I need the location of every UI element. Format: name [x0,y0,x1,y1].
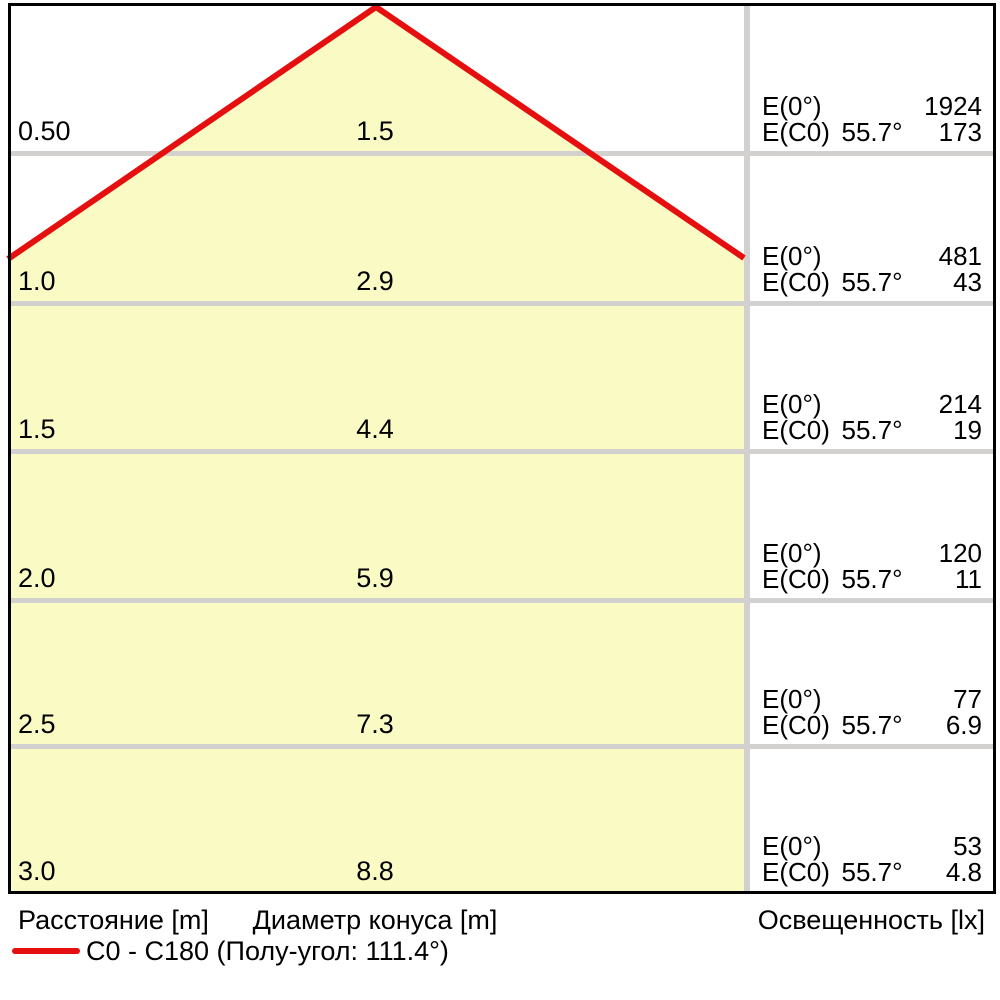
angle-value: 55.7° [841,117,903,147]
diameter-label: 2.9 [356,266,394,296]
e0-label: E(0°) [762,91,822,121]
ec0-label: E(C0) [762,415,830,445]
diameter-label: 4.4 [356,414,394,444]
legend-label: C0 - C180 (Полу-угол: 111.4°) [86,936,449,966]
e0-label: E(0°) [762,241,822,271]
e0-value: 77 [953,684,982,714]
distance-label: 2.0 [18,563,56,593]
diameter-label: 7.3 [356,709,394,739]
x-axis-label-distance: Расстояние [m] [18,905,209,935]
ec0-value: 173 [938,117,982,147]
x-axis-label-diameter: Диаметр конуса [m] [252,905,498,935]
distance-label: 0.50 [18,116,71,146]
ec0-label: E(C0) [762,117,830,147]
border-top [8,3,996,6]
e0-value: 481 [938,241,982,271]
angle-value: 55.7° [841,857,903,887]
distance-label: 1.0 [18,266,56,296]
e0-label: E(0°) [762,831,822,861]
distance-label: 2.5 [18,709,56,739]
ec0-value: 11 [955,564,982,594]
ec0-label: E(C0) [762,267,830,297]
panel-divider [744,4,750,893]
e0-value: 120 [938,538,982,568]
e0-label: E(0°) [762,389,822,419]
e0-label: E(0°) [762,538,822,568]
border-bottom [8,891,996,894]
row-divider-line [8,151,996,156]
legend-line-swatch [12,948,80,954]
distance-label: 1.5 [18,414,56,444]
row-divider-line [8,449,996,454]
distance-label: 3.0 [18,856,56,886]
row-divider-line [8,301,996,306]
border-left [8,3,11,894]
row-divider-line [8,598,996,603]
ec0-value: 4.8 [945,857,982,887]
diameter-label: 8.8 [356,856,394,886]
ec0-label: E(C0) [762,710,830,740]
ec0-value: 6.9 [945,710,982,740]
e0-value: 1924 [924,91,982,121]
x-axis-label-illuminance: Освещенность [lx] [757,905,985,935]
ec0-value: 19 [953,415,982,445]
ec0-label: E(C0) [762,564,830,594]
angle-value: 55.7° [841,267,903,297]
e0-label: E(0°) [762,684,822,714]
e0-value: 214 [938,389,982,419]
angle-value: 55.7° [841,415,903,445]
angle-value: 55.7° [841,564,903,594]
angle-value: 55.7° [841,710,903,740]
ec0-value: 43 [953,267,982,297]
row-divider-line [8,744,996,749]
border-right [993,3,996,894]
e0-value: 53 [953,831,982,861]
diameter-label: 5.9 [356,563,394,593]
ec0-label: E(C0) [762,857,830,887]
diameter-label: 1.5 [356,116,394,146]
